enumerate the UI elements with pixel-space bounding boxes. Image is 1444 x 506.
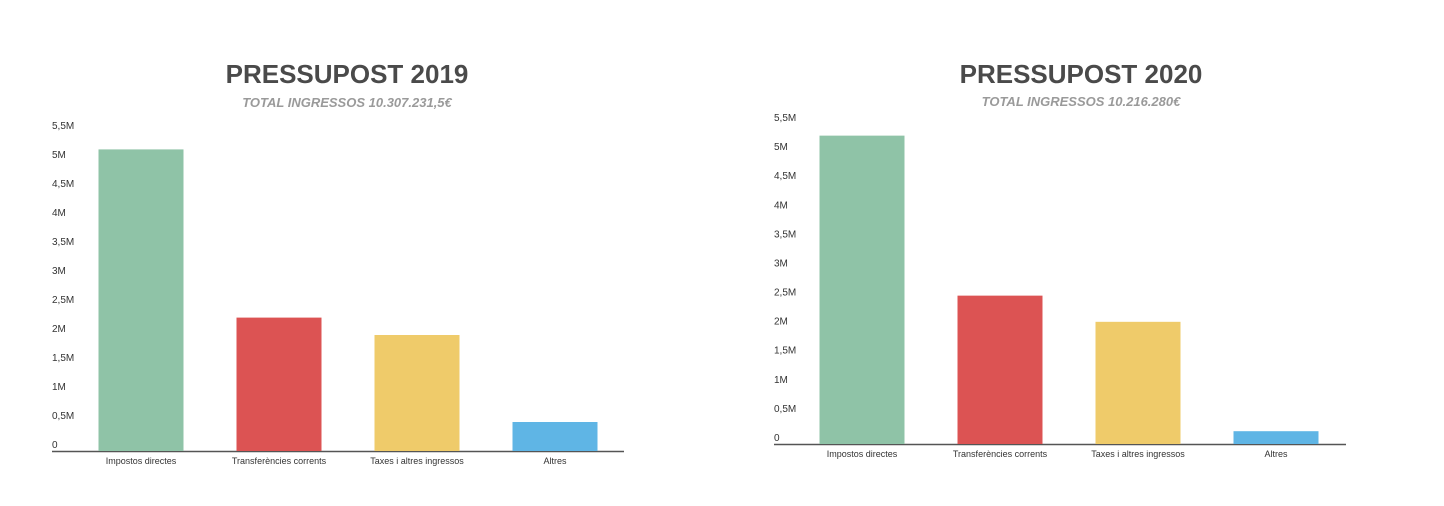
y-tick-label: 5,5M <box>52 121 74 132</box>
x-tick-label: Transferències corrents <box>232 456 327 466</box>
y-tick-label: 0,5M <box>774 404 796 415</box>
y-tick-label: 2,5M <box>774 288 796 299</box>
bar-chart-2020: 0 0,5M 1M 1,5M 2M 2,5M 3M 3,5M 4M 4,5M 5M 5,5M Impos… <box>774 113 1346 459</box>
y-tick-label: 5M <box>52 150 66 161</box>
x-tick-label: Impostos directes <box>106 456 177 466</box>
y-tick-label: 0,5M <box>52 411 74 422</box>
y-tick-label: 3,5M <box>52 237 74 248</box>
y-tick-label: 0 <box>52 440 58 451</box>
bar <box>1233 431 1319 444</box>
y-tick-label: 2,5M <box>52 295 74 306</box>
y-tick-label: 1,5M <box>774 346 796 357</box>
y-tick-label: 5M <box>774 142 788 153</box>
bar-chart-2019: 0 0,5M 1M 1,5M 2M 2,5M 3M 3,5M 4M 4,5M 5M 5,5M Impos… <box>52 121 624 466</box>
y-tick-label: 2M <box>774 317 788 328</box>
y-tick-label: 0 <box>774 433 780 444</box>
y-tick-label: 3M <box>774 258 788 269</box>
bar <box>236 317 322 451</box>
bar <box>957 295 1043 444</box>
bar <box>819 135 905 445</box>
x-tick-label: Altres <box>1264 449 1288 459</box>
y-tick-label: 2M <box>52 324 66 335</box>
y-tick-label: 4M <box>774 200 788 211</box>
x-tick-label: Impostos directes <box>827 449 898 459</box>
y-tick-label: 1M <box>774 375 788 386</box>
bar <box>1095 321 1181 444</box>
x-tick-label: Altres <box>543 456 567 466</box>
chart-subtitle: TOTAL INGRESSOS 10.216.280€ <box>981 94 1181 109</box>
chart-panel-2020: PRESSUPOST 2020 TOTAL INGRESSOS 10.216.2… <box>722 0 1444 506</box>
bar <box>98 149 184 451</box>
chart-title: PRESSUPOST 2019 <box>225 59 469 89</box>
y-tick-label: 3M <box>52 266 66 277</box>
bar <box>512 422 598 451</box>
x-tick-label: Transferències corrents <box>953 449 1048 459</box>
chart-title: PRESSUPOST 2020 <box>959 59 1203 89</box>
y-tick-label: 1M <box>52 382 66 393</box>
x-tick-label: Taxes i altres ingressos <box>370 456 464 466</box>
chart-subtitle: TOTAL INGRESSOS 10.307.231,5€ <box>242 95 452 110</box>
y-tick-label: 1,5M <box>52 353 74 364</box>
y-tick-label: 4,5M <box>774 171 796 182</box>
x-tick-label: Taxes i altres ingressos <box>1091 449 1185 459</box>
bar <box>374 335 460 451</box>
y-tick-label: 4M <box>52 208 66 219</box>
y-tick-label: 5,5M <box>774 113 796 124</box>
y-tick-label: 4,5M <box>52 179 74 190</box>
chart-panel-2019: PRESSUPOST 2019 TOTAL INGRESSOS 10.307.2… <box>52 59 624 466</box>
y-tick-label: 3,5M <box>774 229 796 240</box>
